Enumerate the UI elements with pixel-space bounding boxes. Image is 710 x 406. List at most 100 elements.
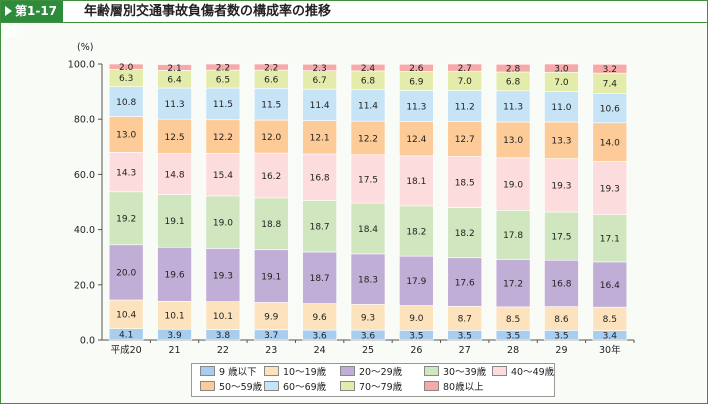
- bar-segment: [592, 214, 628, 263]
- data-label: 18.7: [310, 222, 330, 232]
- legend-swatch: [200, 366, 215, 376]
- bar-segment: [495, 209, 531, 260]
- data-label: 2.7: [458, 64, 472, 74]
- bar-segment: [495, 259, 531, 308]
- data-label: 8.5: [603, 315, 617, 325]
- bar-segment: [205, 87, 241, 121]
- data-label: 3.2: [603, 65, 617, 75]
- chart-title: 年齢層別交通事故負傷者数の構成率の推移: [84, 4, 332, 19]
- bar-segment: [302, 303, 337, 331]
- bar-segment: [399, 121, 434, 157]
- data-label: 3.9: [167, 331, 182, 341]
- data-label: 8.6: [554, 315, 569, 325]
- bar-segment: [592, 63, 628, 74]
- data-label: 3.6: [361, 331, 376, 341]
- figure-number: 第1-17図: [5, 4, 58, 39]
- data-label: 14.3: [116, 168, 136, 178]
- bar-segment: [592, 161, 628, 215]
- legend-label: 9 歳以下: [219, 367, 257, 378]
- bar-segment: [108, 152, 144, 193]
- data-label: 10.1: [213, 312, 233, 322]
- legend-swatch: [340, 381, 355, 391]
- bar-segment: [205, 248, 241, 302]
- bar-segment: [253, 152, 289, 199]
- y-tick-label: 80.0: [74, 115, 95, 126]
- data-label: 3.8: [216, 331, 231, 341]
- bar-segment: [108, 191, 144, 246]
- bar-segment: [157, 246, 192, 302]
- x-tick-label: 28: [507, 345, 519, 356]
- data-label: 13.0: [503, 136, 523, 146]
- data-label: 18.4: [358, 225, 378, 235]
- legend-label: 10～19歳: [283, 367, 327, 378]
- bar-segment: [447, 90, 483, 122]
- data-label: 11.3: [503, 103, 523, 113]
- data-label: 8.5: [506, 315, 520, 325]
- data-label: 7.0: [554, 78, 569, 88]
- bar-segment: [447, 156, 483, 208]
- y-tick-label: 0.0: [80, 336, 95, 347]
- x-tick-label: 22: [217, 345, 229, 356]
- data-label: 11.3: [406, 102, 426, 112]
- x-tick-label: 29: [555, 345, 567, 356]
- bar-segment: [399, 205, 434, 257]
- bar-segment: [495, 121, 531, 159]
- legend-label: 30～39歳: [443, 367, 487, 378]
- data-label: 19.3: [600, 184, 620, 194]
- data-label: 3.5: [506, 331, 520, 341]
- data-label: 19.0: [213, 218, 233, 228]
- figure-header: 第1-17図 年齢層別交通事故負傷者数の構成率の推移: [1, 1, 707, 39]
- x-tick-label: 30年: [599, 344, 621, 356]
- bar-segment: [157, 153, 192, 195]
- data-label: 19.0: [503, 180, 523, 190]
- data-label: 15.4: [213, 171, 233, 181]
- y-axis-unit: (%): [77, 42, 93, 53]
- bar-segment: [350, 304, 386, 331]
- data-label: 11.2: [455, 102, 475, 112]
- data-label: 11.5: [213, 100, 233, 110]
- bar-segment: [253, 197, 289, 251]
- data-label: 13.3: [551, 137, 571, 147]
- data-label: 2.0: [119, 63, 134, 73]
- data-label: 18.7: [310, 274, 330, 284]
- bar-segment: [544, 211, 579, 261]
- data-label: 6.4: [167, 75, 182, 85]
- x-tick-label: 27: [459, 345, 471, 356]
- x-tick-label: 25: [362, 345, 374, 356]
- legend-swatch: [264, 366, 279, 376]
- data-label: 9.6: [312, 313, 327, 323]
- data-label: 12.0: [261, 133, 281, 143]
- data-label: 2.2: [264, 63, 278, 73]
- bar-segment: [205, 153, 241, 197]
- bar-segment: [447, 207, 483, 259]
- legend-label: 20～29歳: [359, 367, 403, 378]
- bar-segment: [157, 87, 192, 120]
- bar-segment: [157, 118, 192, 154]
- data-label: 19.3: [551, 182, 571, 192]
- data-label: 6.8: [506, 78, 521, 88]
- bar-segment: [302, 153, 337, 201]
- data-label: 13.0: [116, 131, 136, 141]
- data-label: 2.1: [167, 64, 181, 74]
- triangle-icon: [5, 6, 12, 16]
- legend-label: 50～59歳: [219, 382, 263, 393]
- bar-segment: [108, 299, 144, 329]
- data-label: 18.1: [406, 177, 426, 187]
- legend-item: 9 歳以下: [200, 366, 257, 380]
- legend-swatch: [424, 366, 439, 376]
- bar-segment: [350, 154, 386, 204]
- legend-swatch: [492, 366, 507, 376]
- legend: 9 歳以下 10～19歳 20～29歳 30～39歳 40～49歳 50～59歳 60～69…: [191, 363, 555, 397]
- legend-item: 70～79歳: [340, 381, 402, 395]
- x-tick-label: 平成20: [111, 344, 142, 356]
- data-label: 9.9: [264, 312, 279, 322]
- data-label: 3.0: [554, 64, 569, 74]
- bar-segment: [157, 64, 192, 71]
- bar-segment: [447, 257, 483, 307]
- legend-item: 60～69歳: [264, 381, 326, 395]
- bar-segment: [350, 63, 386, 72]
- data-label: 6.5: [216, 75, 230, 85]
- data-label: 6.9: [409, 77, 424, 87]
- y-tick-label: 20.0: [74, 280, 95, 291]
